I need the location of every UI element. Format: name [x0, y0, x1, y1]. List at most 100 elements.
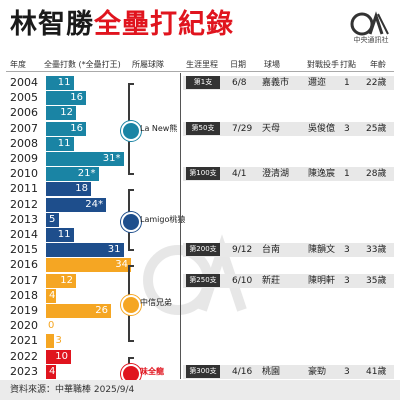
hr-value-label: 31	[107, 244, 121, 256]
header-date: 日期	[230, 60, 246, 69]
hr-value-label: 26	[95, 305, 108, 316]
milestone-age: 22歲	[366, 78, 387, 88]
header-team: 所屬球隊	[132, 60, 164, 69]
hr-value-label: 12	[60, 107, 73, 119]
year-label: 2018	[10, 288, 38, 302]
hr-bar	[46, 167, 99, 182]
hr-value-label: 4	[49, 365, 56, 377]
logo-subtitle: 中央通訊社	[353, 36, 389, 44]
year-label: 2009	[10, 152, 38, 165]
year-label: 2011	[10, 182, 38, 196]
team-logo-icon	[121, 120, 141, 141]
milestone-pitcher: 邇迩	[308, 78, 327, 88]
team-bracket-cap	[128, 340, 134, 343]
hr-bar	[46, 334, 54, 349]
milestone-badge: 第50支	[186, 121, 220, 135]
year-label: 2010	[10, 167, 38, 181]
team-bracket-cap	[128, 356, 134, 359]
milestone-rbi: 3	[344, 245, 350, 256]
milestone-rbi: 1	[344, 169, 350, 180]
hr-value-label: 21*	[77, 168, 96, 180]
milestone-venue: 台南	[262, 245, 281, 256]
milestone-badge: 第1支	[186, 76, 220, 89]
team-name: La New熊	[140, 123, 178, 133]
year-label: 2022	[10, 349, 38, 363]
milestone-badge: 第250支	[186, 273, 220, 287]
milestone-badge: 第100支	[186, 167, 220, 181]
milestone-pitcher: 陳明軒	[308, 275, 336, 286]
milestone-row-bg	[183, 273, 394, 288]
year-label: 2020	[10, 319, 38, 333]
year-label: 2019	[10, 304, 38, 317]
milestone-age: 25歲	[366, 123, 387, 134]
year-label: 2016	[10, 258, 38, 272]
hr-bar	[46, 121, 86, 136]
milestone-pitcher: 陳逸宸	[308, 169, 336, 180]
cna-logo-icon	[350, 11, 389, 36]
team-logo-icon	[121, 211, 141, 232]
hr-bar	[46, 349, 71, 364]
milestone-age: 35歲	[366, 275, 387, 286]
hr-value-label: 16	[70, 92, 83, 104]
hr-value-label: 3	[55, 335, 62, 347]
header-year: 年度	[10, 60, 26, 69]
milestone-badge: 第200支	[186, 243, 220, 257]
hr-bar	[46, 76, 74, 90]
team-bracket-cap	[128, 265, 134, 268]
year-label: 2013	[10, 212, 38, 226]
hr-bar	[46, 243, 124, 258]
hr-value-label: 16	[70, 122, 83, 134]
milestone-date: 7/29	[232, 123, 253, 134]
year-label: 2015	[10, 243, 38, 257]
milestone-venue: 天母	[262, 123, 281, 134]
milestone-date: 6/8	[232, 78, 247, 88]
hr-value-label: 11	[57, 137, 71, 149]
year-label: 2023	[10, 364, 38, 378]
hr-bar	[46, 106, 76, 121]
header-hr: 全壘打數 (*全壘打王)	[44, 60, 121, 69]
milestone-venue: 桃園	[262, 366, 281, 377]
hr-value-label: 5	[49, 213, 56, 225]
milestone-date: 4/1	[232, 169, 247, 180]
hr-bar	[46, 258, 131, 273]
milestone-age: 28歲	[366, 169, 387, 180]
milestone-pitcher: 豪勁	[308, 366, 327, 377]
section-divider	[180, 73, 181, 379]
hr-value-label: 31*	[102, 153, 121, 164]
hr-value-label: 18	[75, 183, 88, 195]
header-pitcher: 對戰投手	[307, 60, 339, 69]
hr-value-label: 12	[60, 274, 73, 286]
hr-value-label: 10	[55, 350, 68, 362]
year-label: 2021	[10, 334, 38, 348]
hr-value-label: 24*	[85, 198, 103, 210]
footer-bar	[0, 380, 400, 400]
milestone-row-bg	[183, 364, 394, 379]
milestone-date: 6/10	[232, 275, 253, 286]
team-bracket-cap	[128, 83, 134, 85]
source-note: 資料來源：中華職棒 2025/9/4	[10, 385, 135, 395]
milestone-rbi: 3	[344, 275, 350, 286]
team-bracket-cap	[128, 189, 134, 192]
year-label: 2012	[10, 197, 38, 211]
milestone-row-bg	[183, 167, 394, 182]
team-logo-icon	[121, 295, 141, 316]
milestone-row-bg	[183, 243, 394, 258]
team-bracket-cap	[128, 173, 134, 176]
milestone-date: 9/12	[232, 245, 253, 256]
header-rbi: 打點	[340, 60, 356, 69]
hr-bar	[46, 228, 74, 242]
year-label: 2014	[10, 228, 38, 241]
page-title: 林智勝全壘打紀錄	[10, 9, 234, 41]
milestone-venue: 嘉義市	[262, 78, 290, 88]
hr-bar	[46, 182, 91, 197]
hr-bar	[46, 136, 74, 151]
hr-value-label: 34	[115, 259, 128, 271]
team-bracket-cap	[128, 249, 134, 252]
header-age: 年齡	[370, 60, 386, 69]
milestone-venue: 澄清湖	[262, 169, 290, 180]
header-venue: 球場	[264, 60, 280, 69]
team-name: 中信兄弟	[140, 298, 172, 308]
hr-value-label: 11	[57, 229, 71, 240]
milestone-age: 33歲	[366, 245, 387, 256]
